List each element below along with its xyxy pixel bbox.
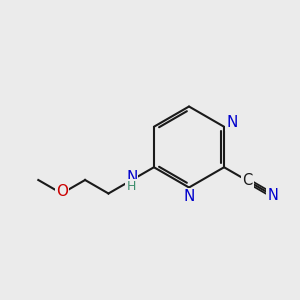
Text: C: C — [242, 173, 253, 188]
Text: N: N — [183, 189, 195, 204]
Text: O: O — [56, 184, 68, 200]
Text: N: N — [226, 115, 238, 130]
Text: H: H — [127, 180, 136, 193]
Text: N: N — [267, 188, 278, 203]
Text: N: N — [126, 170, 137, 185]
